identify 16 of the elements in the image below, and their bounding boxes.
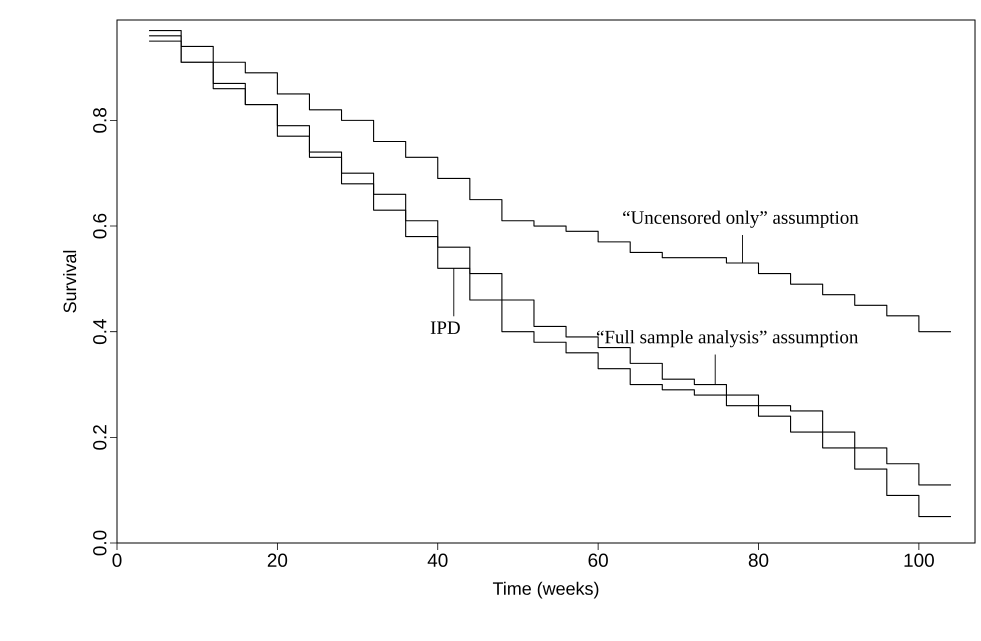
y-tick-label: 0.0 <box>93 530 106 556</box>
x-tick-label: 100 <box>904 554 934 567</box>
annotation: IPD <box>430 321 460 334</box>
y-tick-label: 0.4 <box>93 319 106 344</box>
y-axis-title: Survival <box>63 250 76 313</box>
x-tick-label: 80 <box>748 554 768 567</box>
x-axis-title: Time (weeks) <box>492 582 598 598</box>
x-tick-label: 20 <box>268 554 288 567</box>
y-tick-label: 0.6 <box>93 214 106 238</box>
y-tick-label: 0.8 <box>93 108 106 133</box>
x-tick-label: 40 <box>428 554 448 567</box>
x-tick-label: 0 <box>112 554 122 567</box>
annotation: “Uncensored only” assumption <box>623 210 858 228</box>
annotation: “Full sample analysis” assumption <box>596 330 858 348</box>
x-tick-label: 60 <box>588 554 608 567</box>
y-tick-label: 0.2 <box>93 425 106 450</box>
